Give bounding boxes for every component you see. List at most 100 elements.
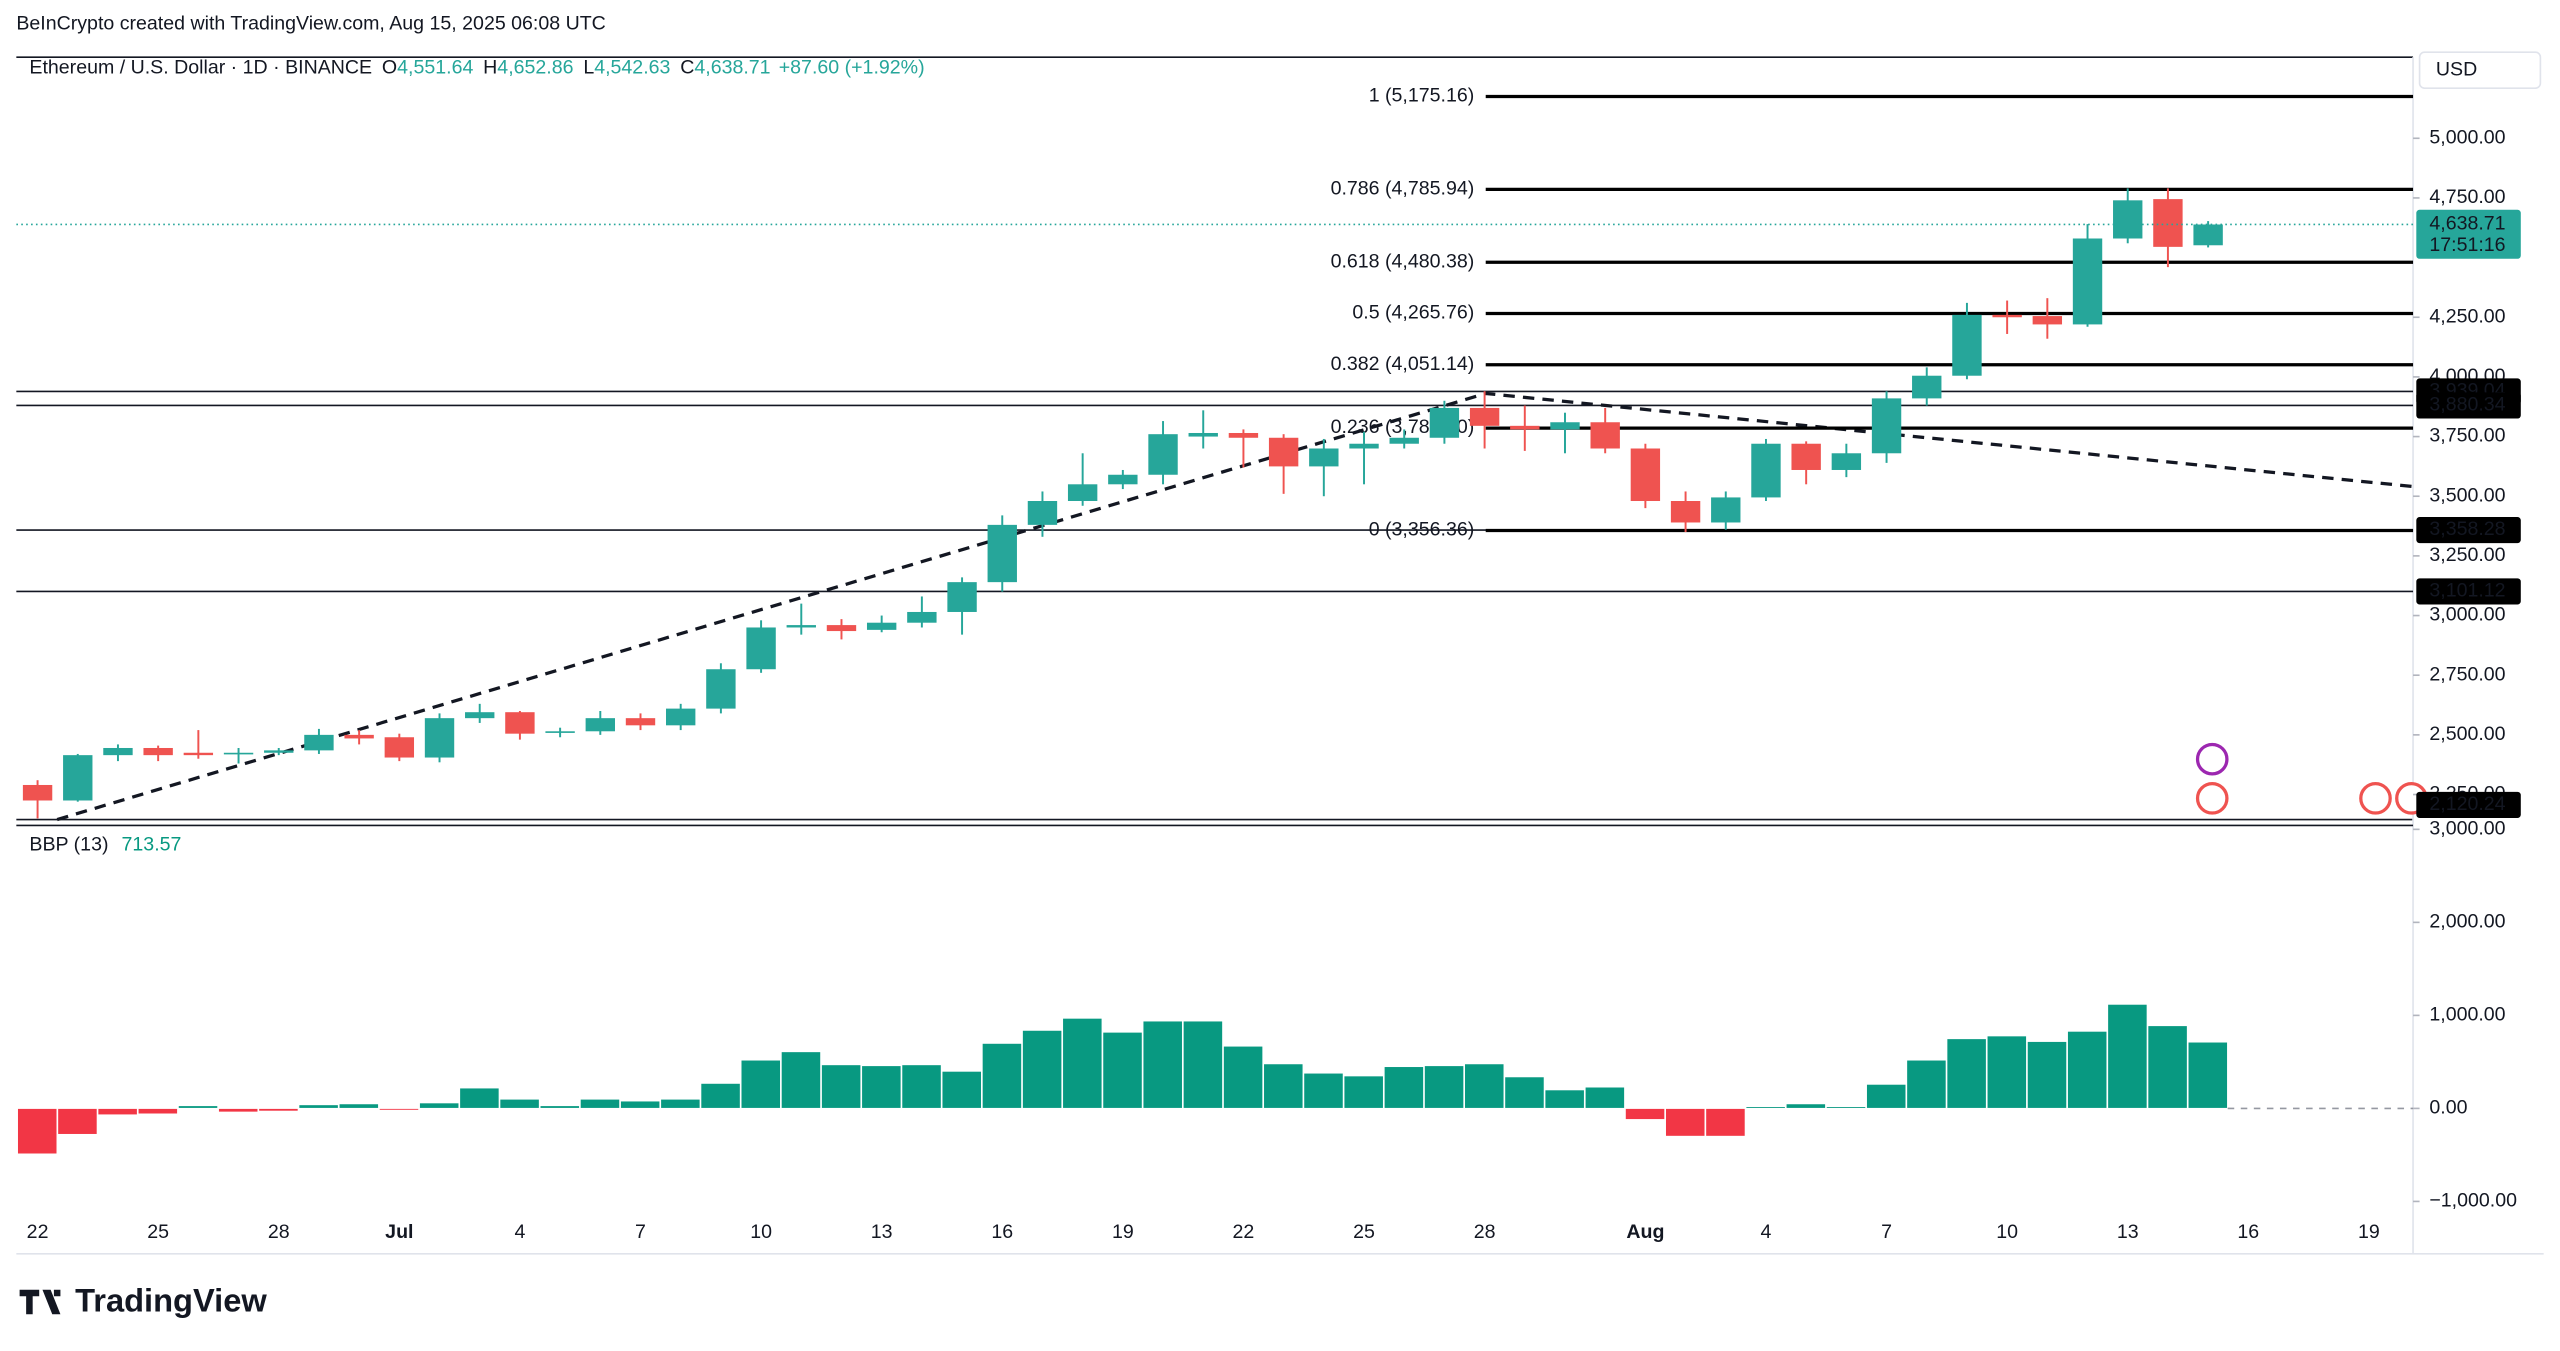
currency-box[interactable]	[2418, 51, 2542, 89]
candle-body	[585, 718, 615, 732]
histogram-bar	[861, 1065, 902, 1109]
histogram-bar	[1142, 1020, 1183, 1109]
candle-body	[1349, 443, 1379, 449]
histogram-bar	[660, 1098, 701, 1109]
histogram-bar	[1865, 1083, 1907, 1109]
candle-body	[424, 718, 455, 758]
ohlc-value: 4,638.71	[694, 57, 770, 79]
ohlc-key: L	[583, 57, 594, 79]
x-tick-label: Aug	[1626, 1221, 1664, 1243]
histogram-bar	[579, 1098, 621, 1109]
price-badge-label: 3,880.34	[2429, 394, 2505, 416]
candle-body	[505, 712, 535, 734]
histogram-bar	[1222, 1045, 1264, 1109]
x-tick-label: 13	[871, 1221, 893, 1243]
candle-body	[1791, 443, 1821, 470]
x-tick-label: 19	[2358, 1221, 2380, 1243]
logo: TradingView	[19, 1281, 267, 1318]
histogram-bar	[1785, 1103, 1827, 1109]
histogram-bar	[1263, 1063, 1304, 1109]
candle-body	[1510, 425, 1540, 430]
candle-body	[1590, 422, 1620, 449]
candle-body	[1188, 432, 1218, 437]
x-tick-label: 4	[1761, 1221, 1772, 1243]
candle-body	[826, 625, 857, 632]
histogram-bar	[258, 1107, 299, 1112]
histogram-bar	[177, 1105, 219, 1109]
candle-body	[987, 524, 1017, 583]
candle-body	[2193, 224, 2223, 246]
histogram-bar	[1584, 1086, 1626, 1109]
histogram-bar	[418, 1102, 460, 1109]
y-tick-label: 3,500.00	[2429, 484, 2505, 506]
fib-label: 0.382 (4,051.14)	[1331, 353, 1475, 375]
histogram-bar	[1303, 1072, 1344, 1109]
price-badge	[2416, 578, 2521, 605]
y-tick-label: 4,250.00	[2429, 305, 2505, 327]
histogram-bar	[780, 1051, 822, 1109]
candle-body	[545, 731, 575, 733]
x-tick-label: Jul	[385, 1221, 413, 1243]
event-icon[interactable]	[2195, 742, 2229, 776]
event-icon[interactable]	[2195, 782, 2229, 815]
oscillator-legend: BBP (13) 713.57	[29, 834, 181, 856]
histogram-bar	[217, 1107, 259, 1113]
histogram-bar	[1825, 1106, 1867, 1109]
countdown: 17:51:16	[2429, 234, 2505, 256]
candle-body	[1670, 501, 1701, 523]
candle-body	[384, 737, 415, 758]
x-tick-label: 7	[635, 1221, 646, 1243]
candle-body	[1027, 501, 1058, 525]
histogram-bar	[1343, 1075, 1384, 1109]
candle-body	[344, 734, 374, 739]
histogram-bar	[1946, 1038, 1987, 1109]
x-tick-label: 4	[514, 1221, 525, 1243]
candle-body	[1469, 407, 1500, 426]
histogram-bar	[2066, 1030, 2108, 1109]
candle-body	[666, 708, 696, 726]
x-tick-label: 28	[1474, 1221, 1496, 1243]
histogram-bar	[137, 1107, 179, 1115]
attribution: BeInCrypto created with TradingView.com,…	[16, 13, 605, 35]
histogram-bar	[700, 1082, 741, 1109]
price-badge-label: 2,120.24	[2429, 793, 2505, 815]
change: +87.60 (+1.92%)	[779, 57, 925, 79]
y-tick-label: 5,000.00	[2429, 126, 2505, 148]
histogram-bar	[1906, 1059, 1947, 1109]
candle-body	[1228, 432, 1259, 438]
y-tick-label: 3,000.00	[2429, 818, 2505, 840]
oscillator-pane	[16, 1003, 2414, 1155]
histogram-bar	[1021, 1029, 1063, 1109]
x-tick-label: 25	[147, 1221, 169, 1243]
currency: USD	[2436, 58, 2477, 80]
axes: 5,000.004,750.004,250.004,000.003,750.00…	[27, 126, 2521, 1243]
price-badge	[2416, 392, 2521, 419]
histogram-bar	[981, 1042, 1023, 1109]
x-tick-label: 19	[1112, 1221, 1134, 1243]
histogram-bar	[1102, 1031, 1143, 1109]
oscillator-value: 713.57	[122, 834, 182, 856]
candle-body	[1389, 437, 1419, 444]
y-tick-label: 2,750.00	[2429, 663, 2505, 685]
candle-body	[1067, 484, 1098, 502]
candle-body	[1831, 453, 1862, 470]
event-icon[interactable]	[2359, 782, 2392, 815]
fib-label: 0.5 (4,265.76)	[1352, 302, 1474, 324]
histogram-bar	[2147, 1025, 2188, 1109]
candle-body	[2113, 200, 2143, 239]
histogram-bar	[97, 1107, 138, 1116]
price-badge	[2416, 791, 2521, 818]
candle-body	[1871, 398, 1902, 454]
x-tick-label: 28	[268, 1221, 290, 1243]
candle-body	[143, 747, 173, 756]
logo-mark	[19, 1289, 61, 1315]
x-tick-label: 16	[2237, 1221, 2259, 1243]
candle-body	[264, 750, 294, 753]
histogram-bar	[1464, 1063, 1505, 1109]
candle-body	[304, 734, 334, 751]
y-tick-label: 3,750.00	[2429, 425, 2505, 447]
x-tick-label: 16	[991, 1221, 1013, 1243]
price-badge	[2416, 516, 2521, 544]
candle-body	[1952, 314, 1982, 376]
candle-body	[1912, 375, 1942, 399]
